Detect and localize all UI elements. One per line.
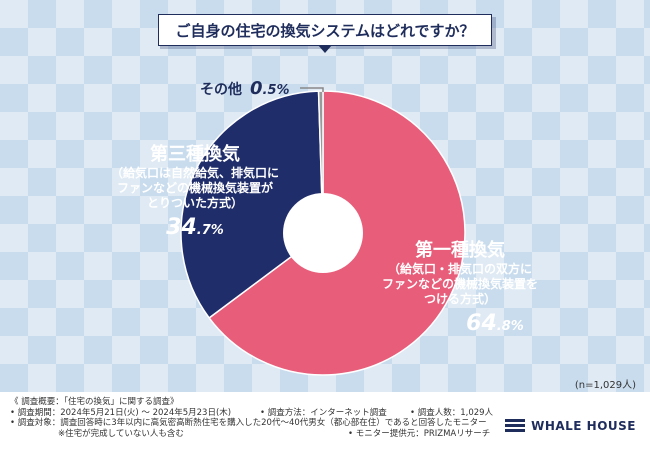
survey-provider: • モニター提供元：PRIZMAリサーチ: [348, 428, 491, 439]
survey-method: • 調査方法：インターネット調査: [260, 407, 387, 418]
survey-row-2: ※住宅が完成していない人も含む • モニター提供元：PRIZMAリサーチ: [10, 429, 640, 440]
survey-target: • 調査対象：調査回答時に3年以内に高気密高断熱住宅を購入した20代～40代男女…: [10, 418, 487, 428]
survey-count: • 調査人数：1,029人: [410, 407, 494, 418]
survey-period: • 調査期間：2024年5月21日(火) ～ 2024年5月23日(木): [10, 407, 232, 418]
slice-name-type3: 第三種換気: [150, 144, 240, 165]
logo-text: WHALE HOUSE: [531, 419, 636, 433]
survey-footer: 《 調査概要：「住宅の換気」に関する調査》 • 調査期間：2024年5月21日(…: [0, 392, 650, 450]
brand-logo: WHALE HOUSE: [505, 418, 636, 434]
chart-title: ご自身の住宅の換気システムはどれですか？: [158, 14, 492, 46]
slice-desc-type1-line2: ファンなどの機械換気装置を: [381, 277, 538, 291]
sample-size-note: (n=1,029人): [574, 380, 636, 391]
slice-label-other: その他 0.5%: [200, 78, 290, 99]
pie-chart: [180, 87, 466, 376]
survey-row: • 調査期間：2024年5月21日(火) ～ 2024年5月23日(木) • 調…: [10, 408, 640, 419]
slice-desc-type3-line2: ファンなどの機械換気装置が: [116, 181, 273, 195]
pie-center-hole: [283, 193, 363, 273]
slice-desc-type1-line3: つける方式）: [423, 292, 496, 306]
slice-name-other: その他: [200, 82, 242, 98]
slice-pct-other: 0.5%: [250, 78, 290, 99]
slice-desc-type1-line1: （給気口・排気口の双方に: [387, 262, 532, 276]
slice-desc-type3-line3: とりついた方式）: [146, 196, 244, 210]
survey-summary: 《 調査概要：「住宅の換気」に関する調査》: [10, 397, 179, 407]
whale-house-logo-icon: [505, 419, 526, 432]
slice-pct-type3: 34.7%: [166, 215, 224, 240]
slice-label-type3: 第三種換気 （給気口は自然給気、排気口に ファンなどの機械換気装置が とりついた…: [105, 140, 285, 240]
slice-desc-type3-line1: （給気口は自然給気、排気口に: [110, 166, 279, 180]
survey-target-note: ※住宅が完成していない人も含む: [58, 428, 184, 439]
slice-pct-type1: 64.8%: [466, 311, 524, 336]
slice-name-type1: 第一種換気: [415, 240, 505, 261]
slice-label-type1: 第一種換気 （給気口・排気口の双方に ファンなどの機械換気装置を つける方式） …: [355, 236, 565, 336]
pie-slice-type3: [180, 90, 324, 319]
other-leader-line: [300, 87, 324, 92]
